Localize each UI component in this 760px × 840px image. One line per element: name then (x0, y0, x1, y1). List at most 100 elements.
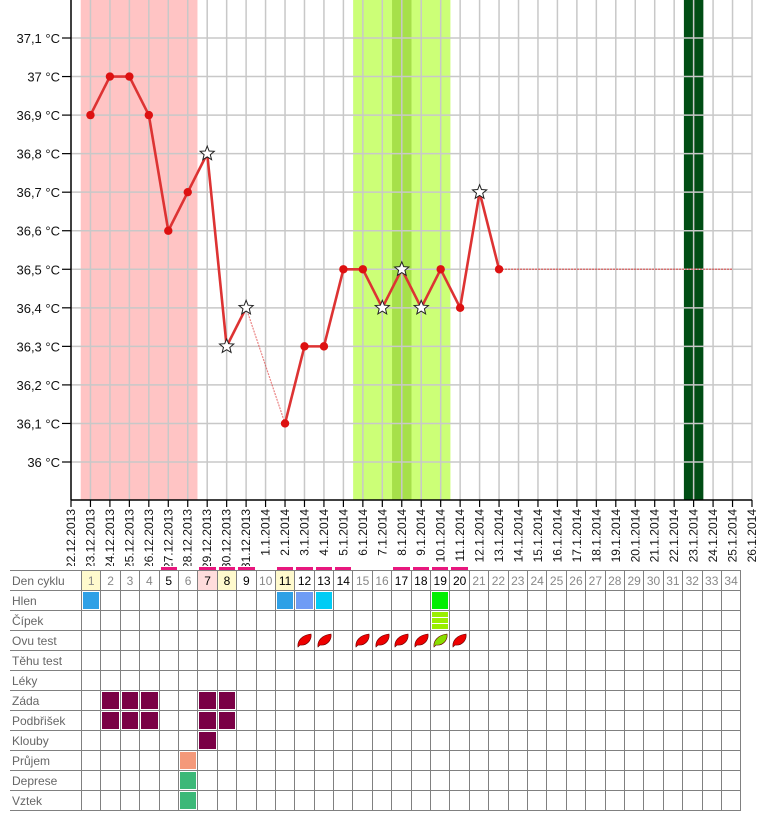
table-cell[interactable] (720, 610, 742, 631)
table-cell[interactable] (682, 750, 703, 771)
table-cell[interactable] (197, 650, 218, 671)
table-cell[interactable] (177, 770, 199, 791)
table-cell[interactable] (604, 730, 625, 751)
cycle-day-30[interactable]: 30 (643, 570, 664, 591)
table-cell[interactable] (391, 610, 412, 631)
cycle-day-24[interactable]: 24 (526, 570, 548, 591)
table-cell[interactable] (100, 630, 121, 651)
table-cell[interactable] (313, 670, 335, 691)
table-cell[interactable] (526, 750, 548, 771)
table-cell[interactable] (643, 630, 664, 651)
table-cell[interactable] (410, 730, 432, 751)
table-cell[interactable] (643, 590, 664, 611)
table-cell[interactable] (119, 590, 141, 611)
table-cell[interactable] (701, 770, 722, 791)
table-cell[interactable] (391, 690, 412, 711)
cycle-day-17[interactable]: 17 (391, 567, 412, 591)
table-cell[interactable] (662, 670, 684, 691)
table-cell[interactable] (468, 630, 490, 651)
table-cell[interactable] (119, 730, 141, 751)
table-cell[interactable] (468, 670, 490, 691)
table-cell[interactable] (216, 790, 238, 811)
table-cell[interactable] (488, 630, 509, 651)
table-cell[interactable] (720, 730, 742, 751)
cycle-day-14[interactable]: 14 (333, 567, 354, 591)
table-cell[interactable] (100, 650, 121, 671)
table-cell[interactable] (546, 730, 567, 751)
table-cell[interactable] (216, 730, 238, 751)
table-cell[interactable] (526, 670, 548, 691)
table-cell[interactable] (333, 690, 354, 711)
table-cell[interactable] (662, 710, 684, 731)
table-cell[interactable] (294, 670, 315, 691)
table-cell[interactable] (546, 670, 567, 691)
table-cell[interactable] (119, 770, 141, 791)
table-cell[interactable] (255, 590, 276, 611)
table-cell[interactable] (643, 770, 664, 791)
table-cell[interactable] (701, 650, 722, 671)
table-cell[interactable] (662, 590, 684, 611)
cycle-day-22[interactable]: 22 (488, 570, 509, 591)
table-cell[interactable] (313, 770, 335, 791)
table-cell[interactable] (80, 650, 102, 671)
table-cell[interactable] (80, 690, 102, 711)
table-cell[interactable] (177, 630, 199, 651)
table-cell[interactable] (720, 790, 742, 811)
table-cell[interactable] (662, 790, 684, 811)
table-cell[interactable] (313, 590, 335, 611)
table-cell[interactable] (158, 710, 179, 731)
table-cell[interactable] (720, 670, 742, 691)
table-cell[interactable] (526, 690, 548, 711)
cycle-day-34[interactable]: 34 (720, 570, 742, 591)
table-cell[interactable] (119, 670, 141, 691)
table-cell[interactable] (236, 670, 257, 691)
cycle-day-26[interactable]: 26 (565, 570, 587, 591)
table-cell[interactable] (333, 630, 354, 651)
table-cell[interactable] (662, 770, 684, 791)
table-cell[interactable] (410, 790, 432, 811)
table-cell[interactable] (119, 610, 141, 631)
table-cell[interactable] (139, 730, 160, 751)
cycle-day-13[interactable]: 13 (313, 567, 335, 591)
table-cell[interactable] (119, 750, 141, 771)
table-cell[interactable] (391, 750, 412, 771)
table-cell[interactable] (255, 730, 276, 751)
table-cell[interactable] (100, 610, 121, 631)
table-cell[interactable] (236, 690, 257, 711)
table-cell[interactable] (488, 690, 509, 711)
cycle-day-15[interactable]: 15 (352, 570, 373, 591)
table-cell[interactable] (585, 710, 606, 731)
table-cell[interactable] (682, 770, 703, 791)
table-cell[interactable] (236, 790, 257, 811)
table-cell[interactable] (216, 690, 238, 711)
table-cell[interactable] (507, 730, 528, 751)
table-cell[interactable] (623, 690, 645, 711)
table-cell[interactable] (585, 790, 606, 811)
table-cell[interactable] (391, 650, 412, 671)
table-cell[interactable] (255, 790, 276, 811)
table-cell[interactable] (294, 790, 315, 811)
table-cell[interactable] (410, 590, 432, 611)
table-cell[interactable] (507, 670, 528, 691)
table-cell[interactable] (274, 670, 296, 691)
table-cell[interactable] (720, 750, 742, 771)
table-cell[interactable] (526, 630, 548, 651)
table-cell[interactable] (565, 710, 587, 731)
cycle-day-3[interactable]: 3 (119, 570, 141, 591)
table-cell[interactable] (526, 770, 548, 791)
table-cell[interactable] (682, 630, 703, 651)
table-cell[interactable] (546, 690, 567, 711)
table-cell[interactable] (468, 590, 490, 611)
table-cell[interactable] (100, 710, 121, 731)
table-cell[interactable] (139, 590, 160, 611)
table-cell[interactable] (546, 610, 567, 631)
table-cell[interactable] (585, 650, 606, 671)
table-cell[interactable] (604, 790, 625, 811)
cycle-day-31[interactable]: 31 (662, 570, 684, 591)
table-cell[interactable] (255, 630, 276, 651)
table-cell[interactable] (410, 750, 432, 771)
table-cell[interactable] (488, 770, 509, 791)
table-cell[interactable] (80, 590, 102, 611)
table-cell[interactable] (352, 630, 373, 651)
table-cell[interactable] (526, 790, 548, 811)
